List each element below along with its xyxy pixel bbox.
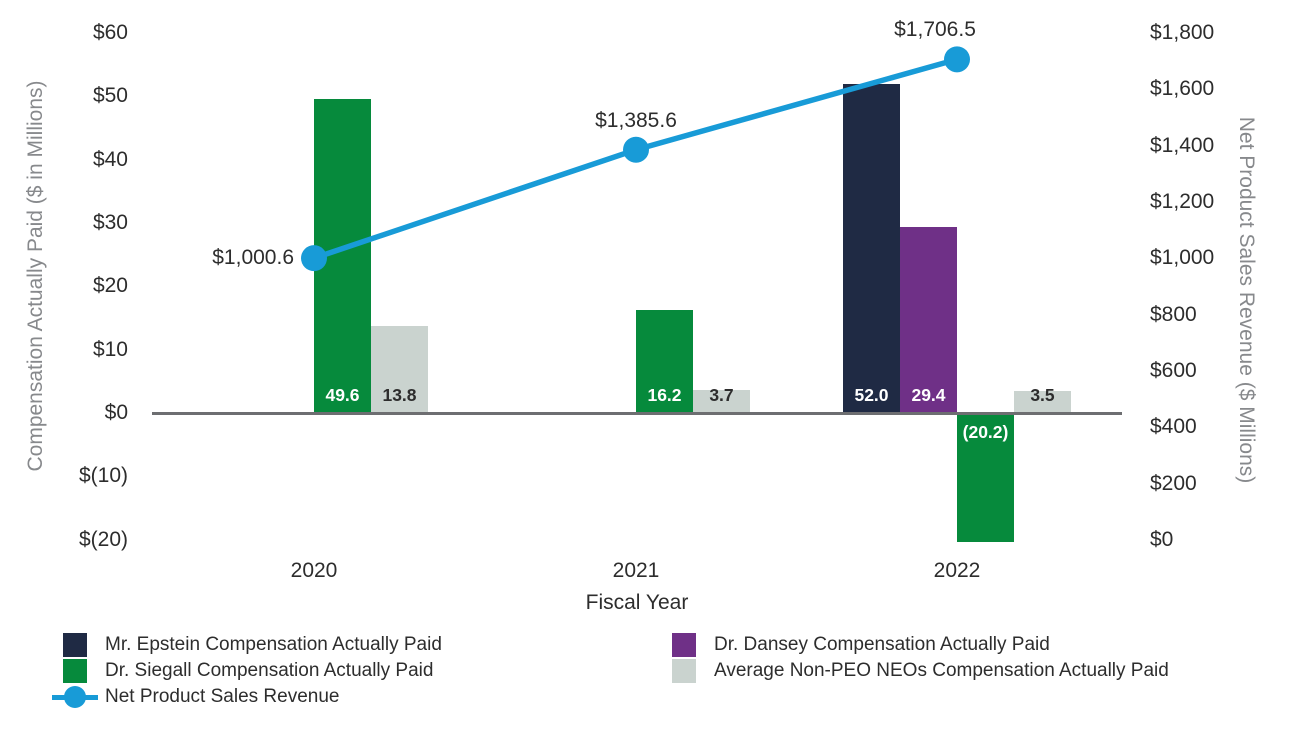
- x-axis-line: [152, 412, 1122, 415]
- bar-1-2022: [900, 226, 957, 413]
- legend-item: Net Product Sales Revenue: [52, 684, 340, 710]
- y-axis-left-tick-label: $0: [104, 401, 128, 424]
- bar-3-2021: [693, 389, 750, 413]
- y-axis-right-tick-label: $0: [1150, 528, 1174, 551]
- bar-3-2022: [1014, 390, 1071, 413]
- legend-item-label: Average Non-PEO NEOs Compensation Actual…: [714, 660, 1169, 681]
- x-axis-year-label: 2020: [290, 559, 338, 582]
- legend-swatch-icon: [63, 659, 87, 683]
- y-axis-right-tick-label: $1,800: [1150, 21, 1215, 44]
- line-point-label: $1,385.6: [595, 108, 677, 132]
- y-axis-right-tick-label: $1,400: [1150, 133, 1215, 157]
- legend-line-dot-icon: [52, 685, 98, 709]
- line-point-label: $1,000.6: [212, 246, 294, 270]
- y-axis-left-tick-label: $60: [92, 21, 128, 44]
- legend-item-label: Dr. Siegall Compensation Actually Paid: [105, 660, 434, 681]
- x-axis-year-label: 2021: [612, 559, 660, 582]
- bar-value-label: 3.5: [1030, 385, 1055, 405]
- y-axis-right-tick-label: $1,000: [1150, 246, 1215, 270]
- y-axis-left-tick-label: $(20): [78, 527, 128, 551]
- bar-2-2022: [957, 414, 1014, 542]
- y-axis-left-tick-label: $(10): [78, 464, 128, 488]
- x-axis-title: Fiscal Year: [585, 591, 689, 614]
- y-axis-right-tick-label: $600: [1150, 359, 1197, 382]
- y-axis-left-tick-label: $20: [92, 274, 128, 298]
- bar-value-label: 16.2: [647, 385, 682, 405]
- bar-value-label: (20.2): [962, 422, 1009, 442]
- bar-value-label: 3.7: [709, 385, 734, 405]
- line-point-marker: [623, 136, 649, 163]
- bar-3-2020: [371, 325, 428, 413]
- line-point-label: $1,706.5: [894, 18, 976, 42]
- line-point-marker: [301, 245, 327, 272]
- x-axis-year-label: 2022: [933, 559, 981, 582]
- y-axis-right-tick-label: $200: [1150, 471, 1197, 495]
- legend-item: Dr. Dansey Compensation Actually Paid: [672, 632, 1050, 658]
- legend-item: Average Non-PEO NEOs Compensation Actual…: [672, 658, 1169, 684]
- bar-value-label: 13.8: [382, 385, 417, 405]
- legend-swatch-icon: [672, 659, 696, 683]
- y-axis-left-tick-label: $40: [92, 147, 128, 171]
- legend-item-label: Mr. Epstein Compensation Actually Paid: [105, 634, 442, 655]
- legend-swatch-icon: [63, 633, 87, 657]
- legend-item-label: Dr. Dansey Compensation Actually Paid: [714, 634, 1050, 655]
- y-axis-left-tick-label: $10: [92, 337, 128, 361]
- bar-value-label: 49.6: [325, 385, 360, 405]
- bar-value-label: 29.4: [911, 385, 946, 405]
- legend-item: Mr. Epstein Compensation Actually Paid: [63, 632, 442, 658]
- bar-value-label: 52.0: [854, 385, 889, 405]
- legend-dot-icon: [64, 686, 86, 708]
- legend-swatch-icon: [672, 633, 696, 657]
- bar-0-2022: [843, 83, 900, 413]
- legend-item-label: Net Product Sales Revenue: [105, 686, 340, 707]
- line-point-marker: [944, 46, 970, 73]
- bar-2-2021: [636, 310, 693, 413]
- y-axis-right-tick-label: $1,600: [1150, 77, 1215, 101]
- legend-item: Dr. Siegall Compensation Actually Paid: [63, 658, 433, 684]
- y-axis-right-tick-label: $1,200: [1150, 190, 1215, 213]
- y-axis-right-tick-label: $400: [1150, 415, 1197, 439]
- y-axis-left-tick-label: $30: [92, 211, 128, 234]
- y-axis-right-tick-label: $800: [1150, 302, 1197, 326]
- y-axis-left-tick-label: $50: [92, 84, 128, 108]
